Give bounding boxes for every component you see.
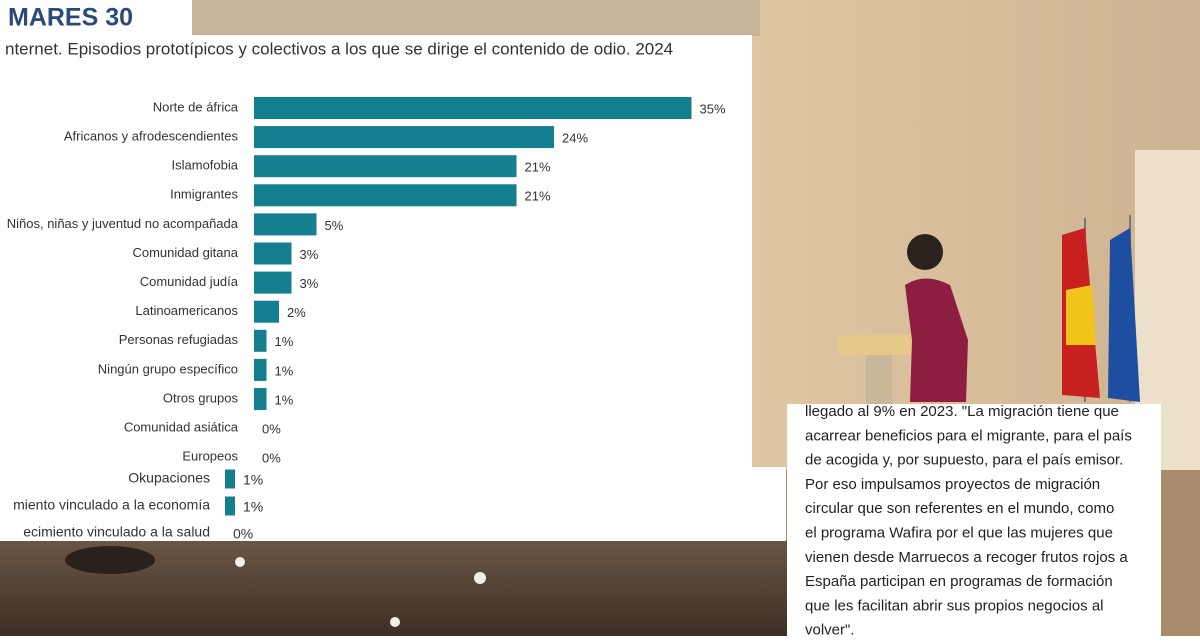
bar <box>254 126 554 149</box>
y-tick-label: Africanos y afrodescendientes <box>64 129 239 144</box>
value-label: 2% <box>287 305 306 320</box>
speaker-head <box>907 234 943 270</box>
ceiling-light <box>235 557 245 567</box>
quote-line: que les facilitan abrir sus propios nego… <box>805 597 1104 614</box>
podium-stand <box>866 355 892 405</box>
flag-eu <box>1108 228 1140 402</box>
bar <box>254 213 317 236</box>
y-tick-label: Personas refugiadas <box>119 332 239 347</box>
bar <box>254 358 267 381</box>
value-label: 21% <box>525 189 551 204</box>
y-tick-label: Islamofobia <box>172 158 239 173</box>
chart-panel <box>0 467 786 541</box>
value-label: 1% <box>275 363 294 378</box>
value-label: 1% <box>243 499 263 515</box>
chart-title: nternet. Episodios prototípicos y colect… <box>5 39 673 58</box>
y-tick-label: Ningún grupo específico <box>98 361 238 376</box>
bar <box>254 329 267 352</box>
quote-line: vienen desde Marruecos a recoger frutos … <box>805 549 1128 566</box>
quote-line: volver". <box>805 622 855 636</box>
quote-line: acarrear beneficios para el migrante, pa… <box>805 427 1132 444</box>
y-tick-label: Okupaciones <box>128 470 210 486</box>
value-label: 0% <box>233 526 253 542</box>
podium <box>838 335 918 355</box>
bar <box>254 97 692 119</box>
value-label: 0% <box>262 451 281 466</box>
ceiling-light <box>65 546 155 574</box>
quote-box <box>787 404 1161 636</box>
flag-spain-band <box>1066 285 1096 345</box>
logo-box <box>0 0 192 36</box>
y-tick-label: Europeos <box>182 449 238 464</box>
value-label: 0% <box>262 422 281 437</box>
bar <box>254 242 292 265</box>
value-label: 1% <box>243 472 263 488</box>
bar <box>254 271 292 294</box>
y-tick-label: Comunidad judía <box>140 274 239 289</box>
value-label: 24% <box>562 131 588 146</box>
quote-line: llegado al 9% en 2023. "La migración tie… <box>805 403 1119 420</box>
ceiling-light <box>474 572 486 584</box>
y-tick-label: Norte de áfrica <box>153 99 239 114</box>
ceiling-light <box>390 617 400 627</box>
bar <box>225 496 235 516</box>
value-label: 5% <box>325 218 344 233</box>
value-label: 3% <box>300 276 319 291</box>
y-tick-label: ecimiento vinculado a la salud <box>23 524 210 540</box>
value-label: 21% <box>525 160 551 175</box>
y-tick-label: Otros grupos <box>163 390 239 405</box>
speaker <box>905 278 968 402</box>
bar <box>225 469 235 489</box>
y-tick-label: Comunidad asiática <box>124 420 239 435</box>
y-tick-label: Niños, niñas y juventud no acompañada <box>7 216 239 231</box>
quote: llegado al 9% en 2023. "La migración tie… <box>805 403 1132 639</box>
value-label: 1% <box>275 392 294 407</box>
quote-line: circular que son referentes en el mundo,… <box>805 500 1114 517</box>
quote-line: el programa Wafira por el que las mujere… <box>805 524 1113 541</box>
quote-line: España participan en programas de formac… <box>805 573 1113 590</box>
logo: MARES 30 <box>8 4 133 32</box>
bar <box>254 184 517 207</box>
y-tick-label: Comunidad gitana <box>132 245 238 260</box>
bar <box>254 388 267 410</box>
bar <box>254 155 517 178</box>
y-tick-label: Inmigrantes <box>170 187 238 202</box>
bar <box>254 300 279 323</box>
value-label: 35% <box>700 101 726 116</box>
value-label: 1% <box>275 334 294 349</box>
value-label: 3% <box>300 247 319 262</box>
y-tick-label: miento vinculado a la economía <box>13 497 210 513</box>
quote-line: Por eso impulsamos proyectos de migració… <box>805 476 1100 493</box>
y-tick-label: Latinoamericanos <box>135 303 238 318</box>
quote-line: de acogida y, por supuesto, para el país… <box>805 452 1123 469</box>
